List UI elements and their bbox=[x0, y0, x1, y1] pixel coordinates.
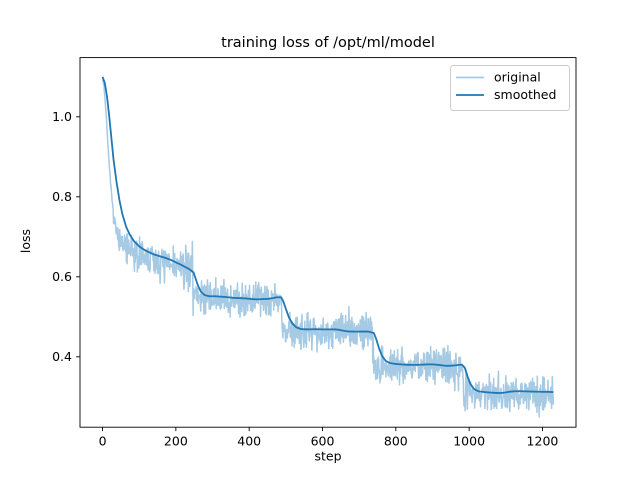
plot-border bbox=[79, 57, 577, 428]
y-tick-label-3: 1.0 bbox=[52, 109, 72, 124]
legend-label-smoothed: smoothed bbox=[494, 87, 556, 102]
x-tick-label-2: 400 bbox=[237, 434, 261, 449]
x-tick-label-1: 200 bbox=[164, 434, 188, 449]
x-tick-label-3: 600 bbox=[311, 434, 335, 449]
x-axis-label: step bbox=[314, 449, 341, 464]
x-tick-label-6: 1200 bbox=[527, 434, 559, 449]
y-axis-label: loss bbox=[18, 229, 33, 253]
smoothed-series-line bbox=[101, 76, 554, 394]
chart-title: training loss of /opt/ml/model bbox=[221, 35, 435, 51]
x-tick-label-5: 1000 bbox=[453, 434, 485, 449]
y-tick-label-2: 0.8 bbox=[52, 189, 72, 204]
legend-label-original: original bbox=[494, 70, 541, 85]
y-tick-label-1: 0.6 bbox=[52, 269, 72, 284]
chart-generated-layer: 0 200 400 600 800 1000 1200 0.4 0.6 0.8 1.0 bbox=[52, 57, 577, 449]
y-tick-label-0: 0.4 bbox=[52, 349, 72, 364]
x-tick-label-4: 800 bbox=[384, 434, 408, 449]
original-series-line bbox=[101, 78, 555, 418]
x-tick-label-0: 0 bbox=[99, 434, 107, 449]
